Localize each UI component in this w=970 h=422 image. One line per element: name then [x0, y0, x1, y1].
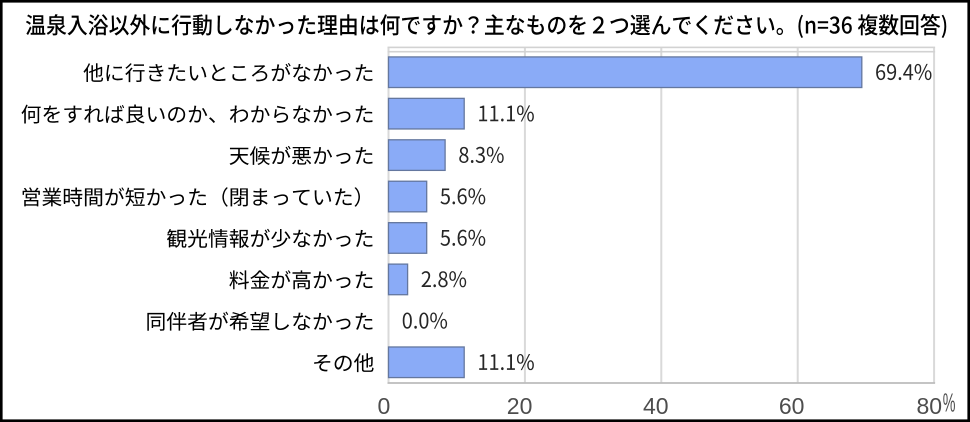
- svg-text:%: %: [943, 389, 956, 418]
- svg-text:40: 40: [643, 393, 669, 419]
- svg-text:80: 80: [917, 393, 943, 419]
- svg-text:20: 20: [507, 393, 533, 419]
- svg-text:60: 60: [779, 393, 805, 419]
- svg-text:0: 0: [378, 393, 391, 419]
